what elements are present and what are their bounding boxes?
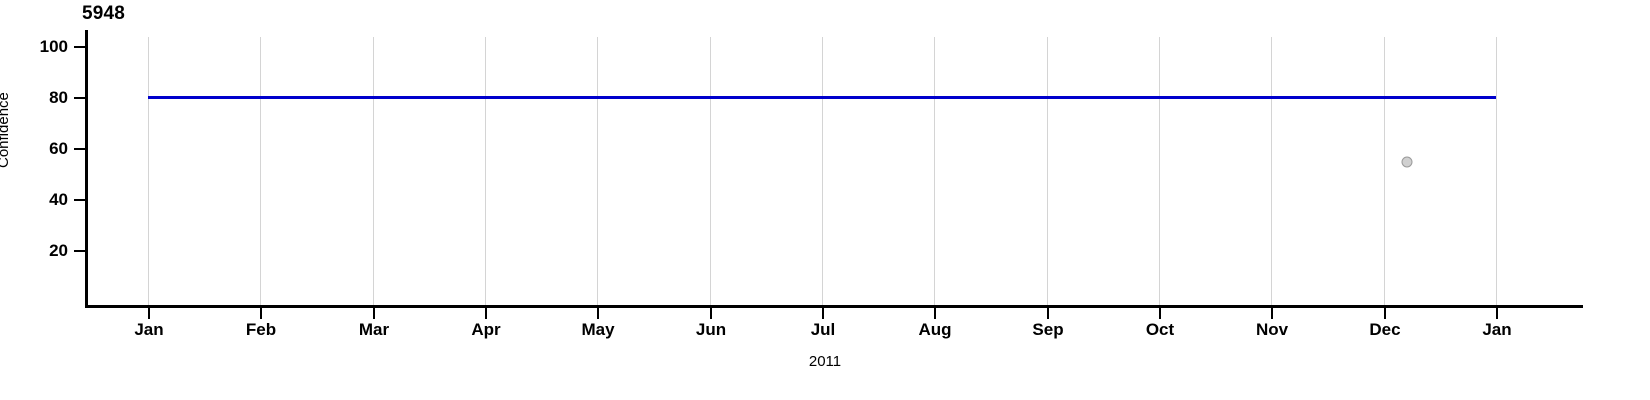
gridline-vertical	[822, 37, 823, 307]
gridline-vertical	[485, 37, 486, 307]
x-tick-mark	[710, 308, 712, 319]
y-tick-label: 20	[49, 241, 68, 260]
x-tick-label: Apr	[471, 320, 501, 339]
y-axis-title: Confidence	[0, 92, 12, 168]
x-tick-label: Aug	[918, 320, 952, 339]
x-axis-title: 2011	[808, 353, 842, 370]
gridline-vertical	[260, 37, 261, 307]
y-tick-label: 100	[39, 37, 68, 56]
gridline-vertical	[1159, 37, 1160, 307]
x-tick-mark	[1159, 308, 1161, 319]
x-tick-label: Oct	[1145, 320, 1175, 339]
x-tick-label: Jun	[695, 320, 727, 339]
x-tick-mark	[373, 308, 375, 319]
y-axis-line	[85, 30, 88, 308]
y-tick-mark	[74, 46, 85, 48]
x-tick-label: Nov	[1255, 320, 1289, 339]
x-tick-mark	[1047, 308, 1049, 319]
plot-area	[148, 37, 1497, 307]
series-line-threshold	[148, 96, 1496, 99]
chart-title: 5948	[82, 3, 126, 24]
gridline-vertical	[934, 37, 935, 307]
x-tick-mark	[934, 308, 936, 319]
x-tick-label: Feb	[245, 320, 277, 339]
x-tick-mark	[1271, 308, 1273, 319]
y-tick-mark	[74, 148, 85, 150]
x-tick-mark	[1496, 308, 1498, 319]
gridline-vertical	[1496, 37, 1497, 307]
gridline-vertical	[373, 37, 374, 307]
y-tick-mark	[74, 250, 85, 252]
gridline-vertical	[1047, 37, 1048, 307]
x-tick-mark	[148, 308, 150, 319]
gridline-vertical	[597, 37, 598, 307]
y-tick-label: 60	[49, 139, 68, 158]
y-tick-mark	[74, 97, 85, 99]
x-tick-label: Dec	[1369, 320, 1401, 339]
y-tick-mark	[74, 199, 85, 201]
gridline-vertical	[1271, 37, 1272, 307]
x-tick-mark	[822, 308, 824, 319]
x-tick-mark	[260, 308, 262, 319]
y-tick-label: 80	[49, 88, 68, 107]
x-tick-mark	[1384, 308, 1386, 319]
gridline-vertical	[148, 37, 149, 307]
x-tick-label: May	[581, 320, 615, 339]
y-tick-label: 40	[49, 190, 68, 209]
x-tick-label: Mar	[358, 320, 390, 339]
x-tick-label: Jul	[810, 320, 836, 339]
x-tick-label: Jan	[134, 320, 164, 339]
x-tick-label: Sep	[1032, 320, 1064, 339]
gridline-vertical	[1384, 37, 1385, 307]
x-tick-mark	[485, 308, 487, 319]
x-tick-mark	[597, 308, 599, 319]
data-point-observation[interactable]	[1401, 156, 1413, 168]
x-axis-line	[85, 305, 1583, 308]
gridline-vertical	[710, 37, 711, 307]
x-tick-label: Jan	[1482, 320, 1512, 339]
